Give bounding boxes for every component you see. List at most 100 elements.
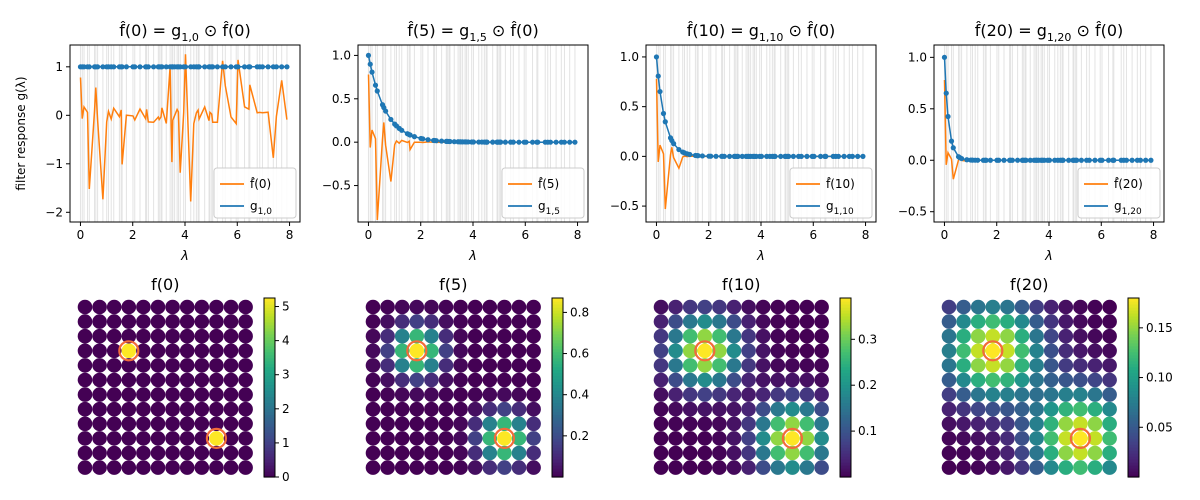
colorbar-segment [552, 471, 563, 475]
graph-node [741, 328, 756, 344]
graph-node [1000, 358, 1015, 373]
graph-node [1102, 314, 1117, 329]
edge-gap [91, 327, 94, 330]
graph-node [1029, 431, 1044, 446]
legend-main: f̂(20) [1114, 177, 1143, 191]
colorbar-segment [264, 324, 275, 329]
graph-node [1029, 401, 1044, 417]
graph-node [194, 431, 210, 446]
plot-title: f̂(0) = g1,0 ⊙ f̂(0) [119, 21, 250, 44]
graph-node [409, 460, 425, 475]
graph-node [92, 387, 107, 402]
graph-node [380, 416, 395, 432]
graph-node [165, 299, 180, 315]
filter-point [202, 64, 208, 70]
colorbar-segment [552, 363, 563, 368]
graph-node [741, 299, 756, 315]
colorbar-segment [552, 387, 563, 392]
graph-node [223, 460, 239, 475]
colorbar-segment [840, 426, 851, 430]
filter-point [1105, 157, 1112, 163]
graph-node [380, 328, 395, 344]
colorbar-segment [840, 462, 851, 466]
colorbar-segment [264, 408, 275, 412]
graph-node [497, 343, 512, 359]
graph-node [970, 299, 986, 315]
graph-node [668, 445, 683, 461]
graph-node [409, 401, 425, 417]
graph-node [453, 416, 468, 432]
graph-node [712, 445, 727, 461]
graph-node [394, 387, 410, 402]
graph-node [1058, 358, 1074, 373]
filter-point [374, 88, 380, 94]
graph-node [511, 299, 527, 315]
graph-node [1087, 460, 1103, 475]
graph-node [209, 416, 224, 432]
x-tick-label: 4 [181, 228, 189, 242]
filter-point [657, 88, 663, 95]
graph-node [223, 401, 239, 417]
graph-node [941, 372, 957, 388]
graph-node [453, 401, 468, 417]
edge-gap [135, 415, 138, 418]
edge-gap [193, 459, 196, 462]
filter-point [547, 139, 554, 145]
graph-node [497, 372, 512, 388]
graph-node [511, 445, 527, 461]
edge-gap [164, 371, 167, 374]
edge-gap [178, 459, 181, 462]
graph-node [755, 401, 771, 417]
graph-node [785, 431, 800, 446]
graph-node [526, 416, 541, 432]
graph-node [770, 343, 786, 359]
graph-node [511, 401, 527, 417]
graph-node [755, 372, 771, 388]
graph-node [482, 328, 498, 344]
graph-node [697, 299, 713, 315]
graph-node [1000, 401, 1015, 417]
graph-node [799, 299, 815, 315]
graph-node [770, 445, 786, 461]
graph-node [941, 445, 957, 461]
edge-gap [105, 459, 108, 462]
graph-node [1000, 460, 1015, 475]
graph-node [1000, 299, 1015, 315]
graph-node [150, 314, 166, 329]
graph-node [424, 314, 439, 329]
graph-node [179, 358, 195, 373]
edge-gap [222, 342, 225, 345]
colorbar-segment [840, 339, 851, 344]
graph-node [165, 328, 180, 344]
filter-point [660, 110, 667, 117]
colorbar-segment [552, 384, 563, 389]
graph-node [150, 387, 166, 402]
legend-main: f̂(0) [250, 177, 271, 191]
graph-node [985, 299, 1001, 315]
filter-point [941, 54, 948, 60]
graph-node [653, 372, 669, 388]
graph-node [438, 460, 454, 475]
edge-gap [222, 459, 225, 462]
colorbar-segment [840, 396, 851, 401]
graph-node [394, 343, 410, 359]
graph-node [956, 328, 971, 344]
graph-node [238, 401, 253, 417]
graph-node [814, 328, 829, 344]
graph-node [1087, 299, 1103, 315]
graph-node [697, 416, 713, 432]
colorbar-segment [1128, 327, 1139, 332]
graph-node [1102, 358, 1117, 373]
graph-node [682, 358, 698, 373]
graph-node [985, 387, 1001, 402]
graph-node [165, 445, 180, 461]
filter-point [222, 64, 228, 70]
graph-node [956, 445, 971, 461]
edge-gap [208, 386, 211, 389]
graph-node [697, 372, 713, 388]
edge-gap [91, 342, 94, 345]
graph-node [785, 372, 800, 388]
colorbar-segment [1128, 360, 1139, 365]
colorbar-segment [264, 366, 275, 371]
edge-gap [105, 371, 108, 374]
